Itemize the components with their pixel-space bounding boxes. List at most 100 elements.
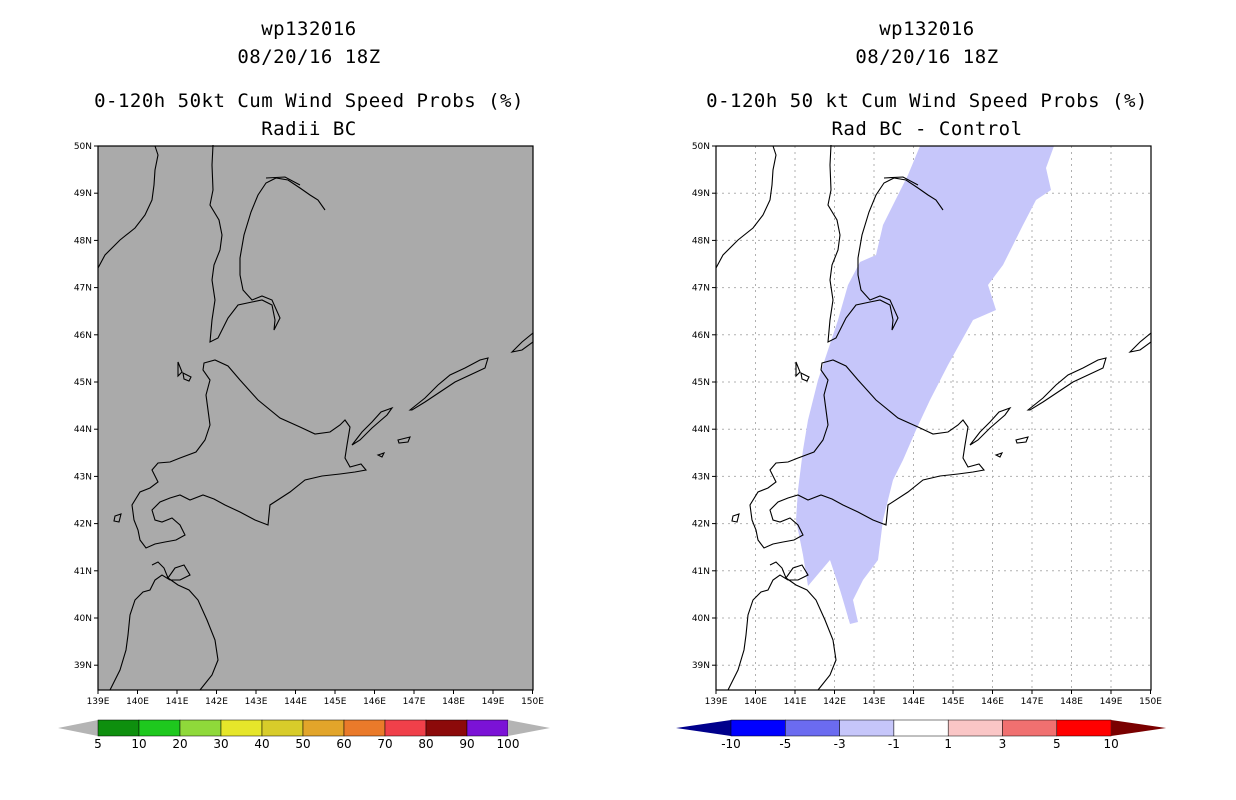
- lat-axis: 50N 49N 48N 47N 46N 45N 44N 43N 42N 41N 40N 39N: [692, 142, 716, 671]
- lat-label: 39N: [692, 661, 710, 671]
- lon-label: 139E: [87, 697, 110, 707]
- colorbar-segment: [466, 719, 509, 737]
- product-subtitle: Radii BC: [261, 118, 357, 140]
- colorbar-label: 3: [999, 737, 1007, 751]
- colorbar-segment: [785, 719, 840, 737]
- colorbar-label: 50: [295, 737, 310, 751]
- lat-label: 46N: [692, 331, 710, 341]
- lat-label: 44N: [692, 425, 710, 435]
- lat-label: 42N: [74, 520, 92, 530]
- lon-label: 147E: [1021, 697, 1044, 707]
- probability-fill: [98, 146, 533, 690]
- lon-label: 144E: [284, 697, 307, 707]
- colorbar-label: 10: [131, 737, 146, 751]
- lat-label: 44N: [74, 425, 92, 435]
- colorbar-label: -10: [721, 737, 741, 751]
- colorbar-segment: [220, 719, 263, 737]
- lat-label: 43N: [74, 472, 92, 482]
- product-title: 0-120h 50 kt Cum Wind Speed Probs (%): [706, 90, 1148, 112]
- lon-label: 145E: [324, 697, 347, 707]
- lat-label: 45N: [692, 378, 710, 388]
- lat-label: 41N: [74, 567, 92, 577]
- colorbar-label: 40: [254, 737, 269, 751]
- colorbar-label: 10: [1103, 737, 1118, 751]
- lat-label: 46N: [74, 331, 92, 341]
- lon-label: 149E: [482, 697, 505, 707]
- storm-id: wp132016: [879, 18, 975, 40]
- colorbar-label: -1: [888, 737, 900, 751]
- right-map: 50N 49N 48N 47N 46N 45N 44N 43N 42N 41N 40N 39N 139…: [676, 142, 1167, 751]
- lat-label: 43N: [692, 472, 710, 482]
- lon-label: 146E: [981, 697, 1004, 707]
- colorbar-label: 5: [94, 737, 102, 751]
- lon-axis: 139E 140E 141E 142E 143E 144E 145E 146E 147E 148E…: [87, 690, 544, 707]
- colorbar-segment: [179, 719, 222, 737]
- lon-label: 142E: [205, 697, 228, 707]
- lat-label: 42N: [692, 520, 710, 530]
- lat-label: 40N: [74, 614, 92, 624]
- colorbar-segment: [425, 719, 468, 737]
- left-colorbar: 5 10 20 30 40 50 60 70 80 90 100: [58, 719, 550, 751]
- colorbar-label: 30: [213, 737, 228, 751]
- right-panel: wp132016 08/20/16 18Z 0-120h 50 kt Cum W…: [618, 0, 1236, 800]
- lat-label: 49N: [692, 189, 710, 199]
- lon-label: 142E: [823, 697, 846, 707]
- colorbar-segment: [839, 719, 895, 737]
- lat-label: 48N: [692, 236, 710, 246]
- colorbar-segment: [947, 719, 1003, 737]
- lon-label: 139E: [705, 697, 728, 707]
- lon-axis: 139E 140E 141E 142E 143E 144E 145E 146E 147E 148E…: [705, 690, 1162, 707]
- colorbar-upper-arrow: [1111, 720, 1167, 736]
- colorbar-lower-arrow: [58, 720, 98, 736]
- colorbar-label: -5: [779, 737, 791, 751]
- colorbar-label: 20: [172, 737, 187, 751]
- lon-label: 141E: [166, 697, 189, 707]
- map-frame: [715, 145, 1152, 691]
- storm-id: wp132016: [261, 18, 357, 40]
- colorbar-label: 5: [1053, 737, 1061, 751]
- lat-label: 40N: [692, 614, 710, 624]
- product-title: 0-120h 50kt Cum Wind Speed Probs (%): [94, 90, 524, 112]
- lat-axis: 50N 49N 48N 47N 46N 45N 44N 43N 42N 41N 40N 39N: [74, 142, 98, 671]
- lon-label: 150E: [1139, 697, 1162, 707]
- lat-label: 45N: [74, 378, 92, 388]
- lon-label: 143E: [863, 697, 886, 707]
- colorbar-label: 1: [944, 737, 952, 751]
- lon-label: 145E: [942, 697, 965, 707]
- difference-shading: [796, 146, 1054, 624]
- lat-label: 41N: [692, 567, 710, 577]
- lon-label: 140E: [744, 697, 767, 707]
- lat-label: 50N: [692, 142, 710, 152]
- lon-label: 143E: [245, 697, 268, 707]
- left-coastlines: [97, 144, 534, 691]
- colorbar-segment: [261, 719, 304, 737]
- lon-label: 148E: [1060, 697, 1083, 707]
- lon-label: 144E: [902, 697, 925, 707]
- colorbar-segment: [1056, 719, 1112, 737]
- lat-label: 49N: [74, 189, 92, 199]
- colorbar-label: -3: [834, 737, 846, 751]
- colorbar-upper-arrow: [508, 720, 550, 736]
- right-coastlines: [715, 144, 1152, 691]
- lon-label: 146E: [363, 697, 386, 707]
- colorbar-label: 80: [418, 737, 433, 751]
- lat-label: 48N: [74, 236, 92, 246]
- colorbar-segment: [384, 719, 427, 737]
- colorbar-segment: [97, 719, 140, 737]
- colorbar-segment: [730, 719, 786, 737]
- colorbar-segment: [302, 719, 345, 737]
- left-panel: wp132016 08/20/16 18Z 0-120h 50kt Cum Wi…: [58, 18, 550, 751]
- lon-label: 141E: [784, 697, 807, 707]
- lon-label: 148E: [442, 697, 465, 707]
- colorbar-segment: [138, 719, 181, 737]
- valid-time: 08/20/16 18Z: [237, 46, 381, 68]
- lon-label: 147E: [403, 697, 426, 707]
- colorbar-segment: [1002, 719, 1058, 737]
- colorbar-lower-arrow: [676, 720, 731, 736]
- colorbar-segment: [343, 719, 386, 737]
- valid-time: 08/20/16 18Z: [855, 46, 999, 68]
- left-map: 50N 49N 48N 47N 46N 45N 44N 43N 42N 41N 40N 39N 139…: [58, 142, 550, 751]
- lat-label: 47N: [692, 284, 710, 294]
- colorbar-segment: [893, 719, 949, 737]
- map-frame: [97, 145, 534, 691]
